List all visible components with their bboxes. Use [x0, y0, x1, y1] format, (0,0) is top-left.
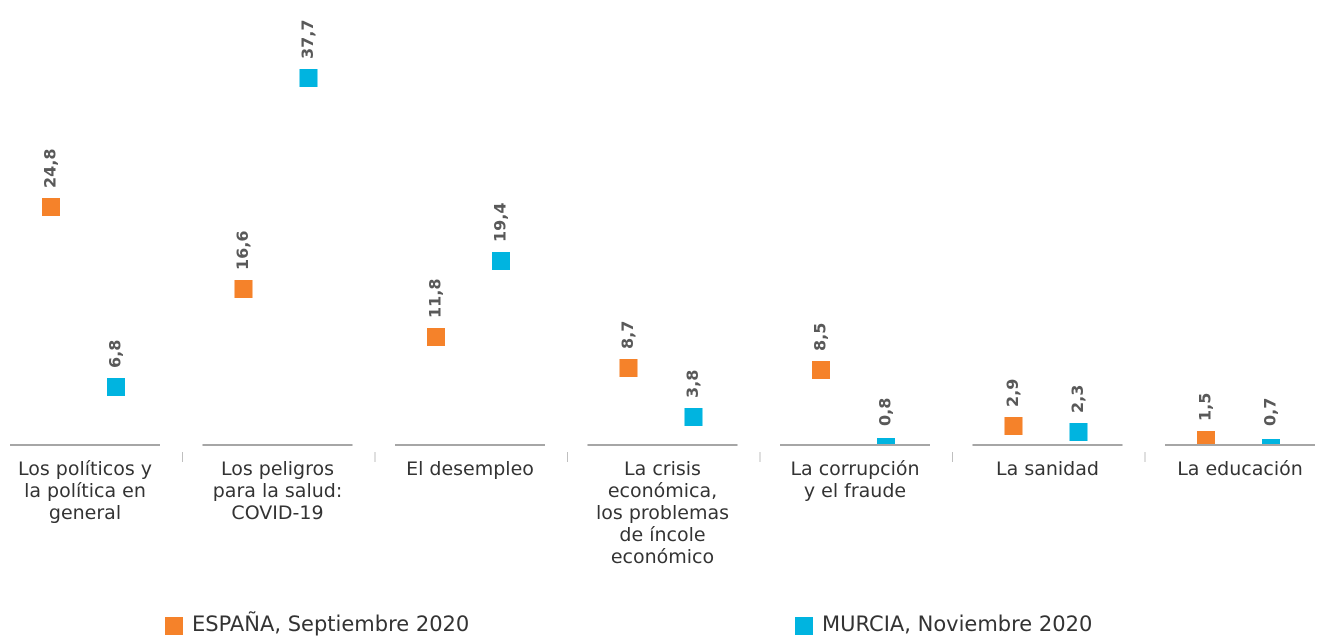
category-label: Los políticos y la política en general	[17, 458, 153, 524]
value-label: 0,8	[876, 398, 895, 426]
legend-swatch	[165, 617, 183, 635]
marker	[1069, 423, 1088, 441]
marker	[1004, 417, 1023, 435]
value-label: 11,8	[426, 279, 445, 318]
category-label: La sanidad	[996, 458, 1099, 480]
marker	[877, 438, 895, 445]
marker	[812, 361, 830, 379]
legend-label: MURCIA, Noviembre 2020	[822, 612, 1093, 636]
category-label: La corrupción y el fraude	[790, 458, 920, 502]
marker	[1262, 439, 1280, 445]
category-label: La educación	[1177, 458, 1303, 480]
value-label: 0,7	[1261, 398, 1280, 426]
value-label: 19,4	[491, 203, 510, 242]
legend-label: ESPAÑA, Septiembre 2020	[192, 612, 470, 636]
marker	[427, 328, 445, 346]
legend-swatch	[795, 617, 813, 635]
marker	[42, 198, 60, 216]
marker	[619, 359, 638, 377]
marker	[492, 252, 510, 270]
value-label: 24,8	[41, 149, 60, 188]
value-label: 2,3	[1068, 385, 1087, 413]
value-label: 2,9	[1003, 379, 1022, 407]
category-label: El desempleo	[406, 458, 534, 480]
marker	[234, 280, 253, 298]
value-label: 16,6	[233, 231, 252, 270]
marker	[1197, 431, 1215, 445]
marker	[107, 378, 125, 396]
category-label: Los peligros para la salud: COVID-19	[212, 458, 343, 524]
value-label: 1,5	[1196, 393, 1215, 421]
marker	[299, 69, 318, 87]
marker	[684, 408, 703, 426]
category-label: La crisis económica, los problemas de ín…	[596, 458, 729, 568]
value-label: 6,8	[106, 340, 125, 368]
value-label: 8,7	[618, 321, 637, 349]
value-label: 37,7	[298, 20, 317, 59]
value-label: 8,5	[811, 323, 830, 351]
value-label: 3,8	[683, 370, 702, 398]
